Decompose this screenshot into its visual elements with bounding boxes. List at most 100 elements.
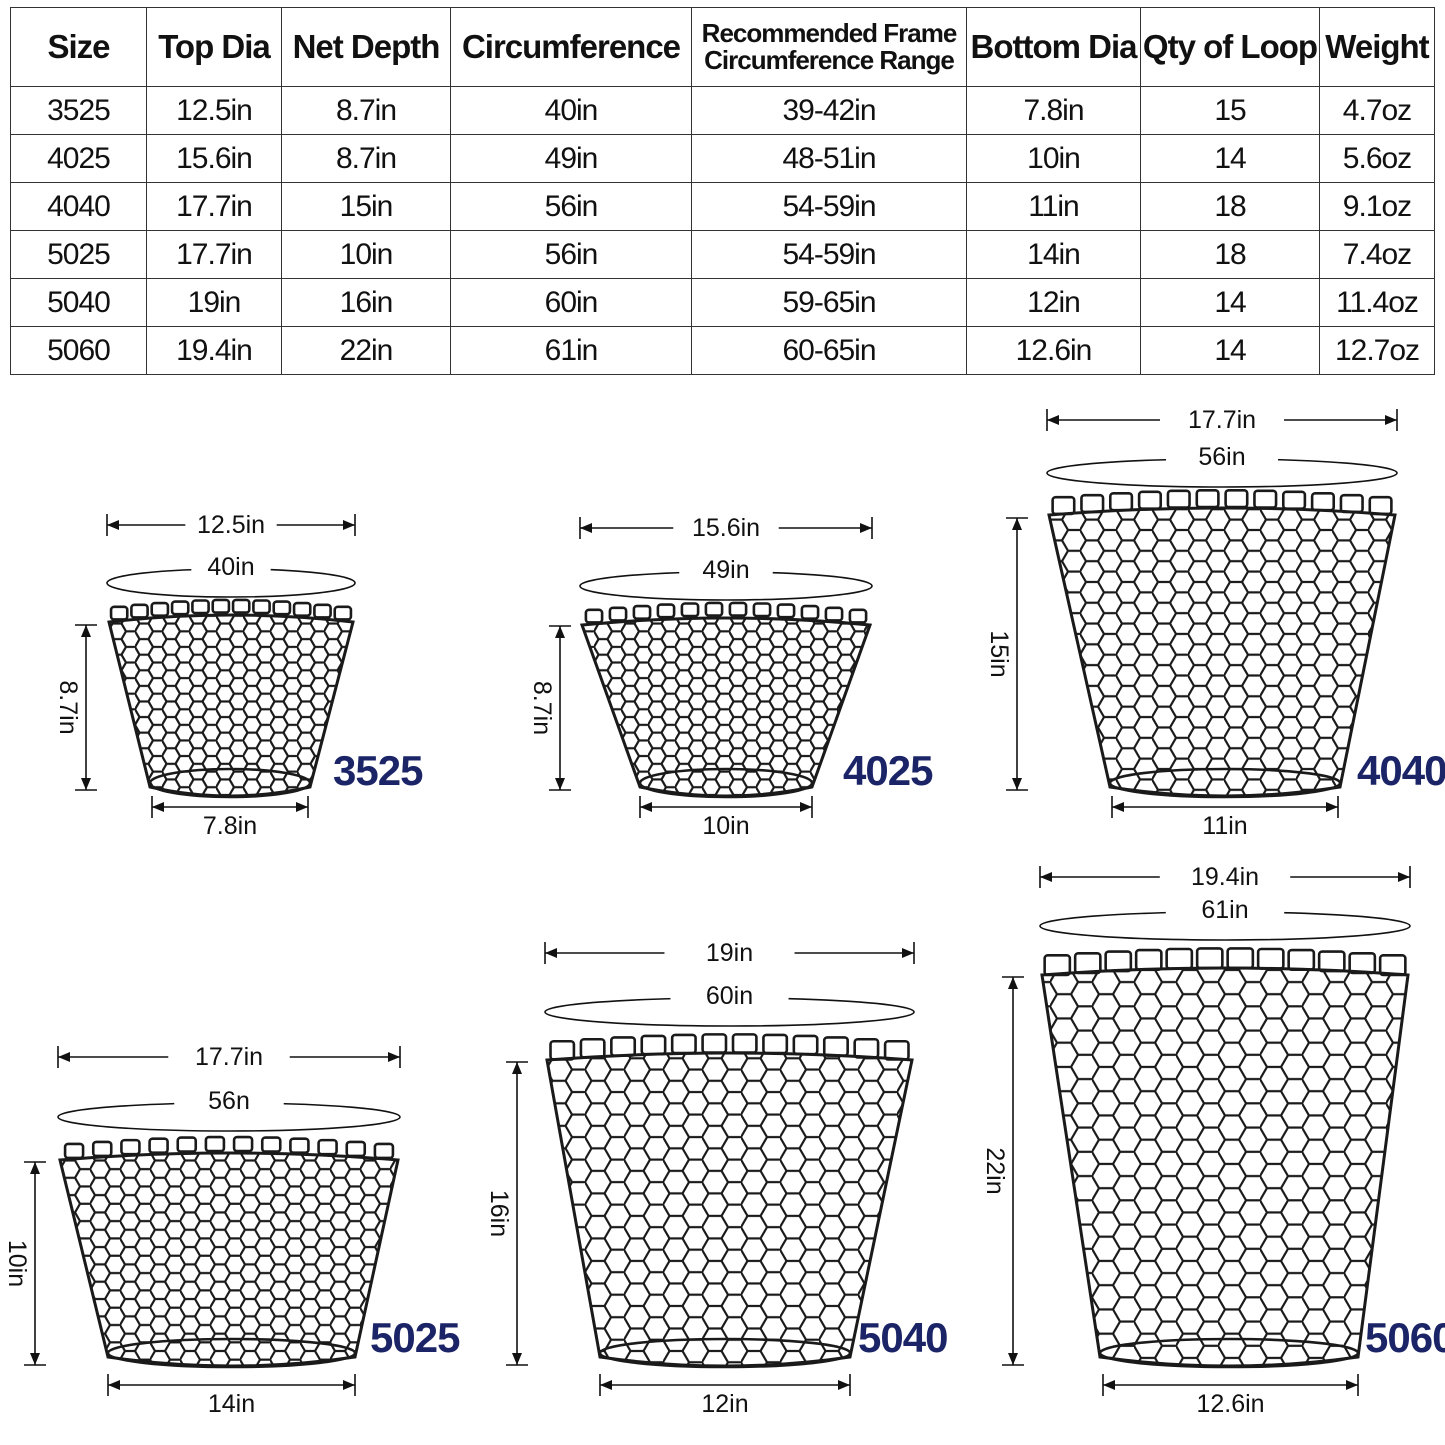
net-loop (822, 1036, 849, 1057)
arrowhead-icon (388, 1052, 400, 1062)
net-loop (1195, 947, 1224, 970)
net-loop (91, 1140, 113, 1158)
net-loop (313, 603, 332, 619)
model-label: 4040 (1357, 747, 1445, 794)
arrowhead-icon (1385, 415, 1397, 425)
table-cell: 8.7in (281, 86, 451, 135)
net-bottom-ring (638, 767, 814, 799)
table-cell: 60-65in (691, 326, 967, 375)
net-loop (170, 600, 190, 616)
net-mesh (579, 616, 873, 798)
net-loop (1165, 947, 1194, 970)
table-cell: 12.7oz (1319, 326, 1435, 375)
table-cell: 15in (281, 182, 451, 231)
label-bg (673, 512, 779, 542)
label-bg (664, 937, 795, 967)
net-loop (292, 601, 312, 617)
table-cell: 18 (1140, 182, 1320, 231)
label-bg (1160, 404, 1284, 434)
header-bottom-dia: Bottom Dia (966, 7, 1141, 87)
model-label: 3525 (333, 747, 423, 794)
header-line-1: Recommended Frame (701, 18, 958, 48)
arrowhead-icon (107, 520, 119, 530)
net-loop (1339, 493, 1364, 514)
arrowhead-icon (838, 1380, 850, 1390)
circumference-label: 49in (702, 556, 749, 584)
bottom-dia-label: 7.8in (203, 812, 257, 840)
net-loop (762, 1033, 789, 1055)
net-loop (1134, 948, 1163, 971)
arrowhead-icon (30, 1353, 40, 1365)
net-loop (148, 1137, 169, 1154)
top-dia-label: 19in (706, 939, 753, 967)
net-loop (120, 1138, 141, 1156)
net-mesh (1047, 506, 1397, 798)
model-label: 5025 (370, 1314, 460, 1361)
net-loop (680, 602, 700, 618)
circumference-label: 56in (1198, 443, 1245, 471)
arrowhead-icon (30, 1162, 40, 1174)
arrowhead-icon (1112, 802, 1124, 812)
table-cell: 49in (450, 134, 692, 183)
net-loop (656, 603, 676, 619)
net-loop (1166, 489, 1191, 509)
label-bg (185, 509, 277, 539)
top-dia-label: 19.4in (1191, 863, 1259, 891)
label-bg (1159, 861, 1291, 891)
table-cell: 22in (281, 326, 451, 375)
table-cell: 9.1oz (1319, 182, 1435, 231)
arrowhead-icon (296, 802, 308, 812)
bottom-dia-label: 11in (1202, 812, 1247, 840)
table-cell: 54-59in (691, 230, 967, 279)
net-diagram-4040: 17.7in 56in 15in 11in 4040 (985, 404, 1445, 840)
net-loop (252, 599, 271, 615)
net-loop (1281, 490, 1307, 510)
table-cell: 61in (450, 326, 692, 375)
circumference-label: 61in (1201, 896, 1248, 924)
table-cell: 14 (1140, 278, 1320, 327)
net-loop (1080, 493, 1105, 514)
net-loop (883, 1039, 910, 1061)
net-mesh (58, 1151, 400, 1368)
net-loop (231, 598, 251, 614)
bottom-dia-label: 12in (701, 1390, 748, 1418)
net-loop (130, 603, 149, 619)
net-loop (1137, 490, 1163, 510)
table-row: 4025 15.6in 8.7in 49in 48-51in 10in 14 5.6oz (10, 134, 1435, 183)
table-cell: 14in (966, 230, 1141, 279)
table-cell: 4040 (10, 182, 147, 231)
label-bg (174, 1087, 284, 1111)
net-loop (701, 1033, 728, 1054)
table-cell: 12.6in (966, 326, 1141, 375)
net-loop (317, 1138, 338, 1156)
header-top-dia: Top Dia (146, 7, 282, 87)
net-loop (632, 604, 652, 620)
header-line-2: Circumference Range (704, 45, 955, 75)
net-loop (1253, 489, 1278, 509)
arrowhead-icon (1103, 1380, 1115, 1390)
net-loop (333, 605, 353, 621)
arrowhead-icon (81, 778, 91, 790)
table-cell: 19.4in (146, 326, 282, 375)
net-loop (272, 600, 292, 616)
net-loop (610, 1036, 637, 1057)
arrowhead-icon (1047, 415, 1059, 425)
arrowhead-icon (640, 802, 652, 812)
arrowhead-icon (1012, 778, 1022, 790)
table-cell: 14 (1140, 326, 1320, 375)
arrowhead-icon (512, 1062, 522, 1074)
net-loop (1195, 488, 1220, 509)
circumference-label: 56n (208, 1087, 250, 1115)
net-diagram-4025: 15.6in 49in 8.7in 10in 4025 (528, 512, 934, 840)
net-loop (776, 603, 796, 619)
label-bg (1165, 896, 1285, 920)
circumference-label: 60in (706, 982, 753, 1010)
net-loop (232, 1135, 254, 1153)
label-bg (1166, 443, 1278, 467)
label-bg (168, 1041, 290, 1071)
net-loop (1073, 952, 1102, 975)
net-loop (150, 601, 170, 617)
arrowhead-icon (81, 625, 91, 637)
table-row: 4040 17.7in 15in 56in 54-59in 11in 18 9.1oz (10, 182, 1435, 231)
